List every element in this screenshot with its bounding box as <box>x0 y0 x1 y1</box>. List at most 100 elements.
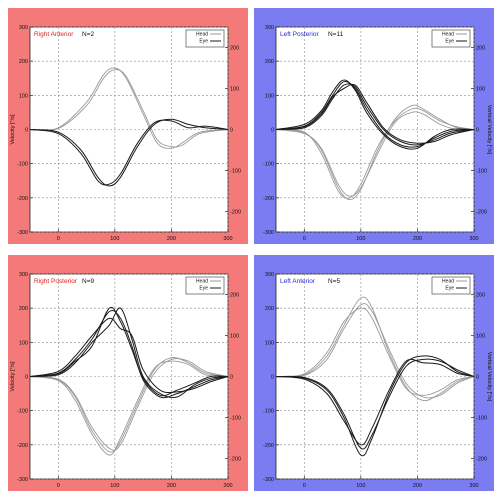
y-tick-label-left: 200 <box>19 306 28 312</box>
y-tick-label-right: 200 <box>476 293 485 299</box>
x-tick-label: 100 <box>110 236 119 242</box>
eye-trace-4 <box>30 309 228 399</box>
y-tick-label-right: 100 <box>230 87 239 93</box>
legend-entry: Eye <box>199 39 208 45</box>
y-tick-label-left: 300 <box>265 25 274 31</box>
x-tick-label: 0 <box>57 236 60 242</box>
y-tick-label-left: 100 <box>19 93 28 99</box>
y-tick-label-left: -100 <box>263 409 274 415</box>
y-tick-label-right: 100 <box>230 334 239 340</box>
head-trace-3 <box>276 307 474 396</box>
legend-entry: Eye <box>445 39 454 45</box>
x-tick-label: 300 <box>469 483 478 489</box>
legend-entry: Head <box>442 32 454 38</box>
legend-entry: Head <box>442 279 454 285</box>
y-tick-label-right: -200 <box>476 210 487 216</box>
eye-trace-3 <box>30 118 228 187</box>
traces <box>276 296 474 457</box>
x-tick-label: 200 <box>167 236 176 242</box>
y-tick-label-right: 100 <box>476 334 485 340</box>
x-tick-label: 200 <box>167 483 176 489</box>
chart-panel-2: 0 100 200 300 300 200 100 0 -100 -200 -300 200 100 0 -… <box>254 8 494 244</box>
traces <box>30 67 228 187</box>
y-tick-label-left: 0 <box>271 128 274 134</box>
y-tick-label-left: 200 <box>19 59 28 65</box>
eye-trace-5 <box>276 358 474 450</box>
y-tick-label-left: -300 <box>263 230 274 236</box>
head-trace-2 <box>30 69 228 148</box>
traces <box>276 79 474 200</box>
legend-entry: Eye <box>445 286 454 292</box>
y-axis-label-left: Velocity [°/s] <box>10 114 16 144</box>
y-tick-label-right: 0 <box>476 128 479 134</box>
y-tick-label-right: -100 <box>476 416 487 422</box>
y-tick-label-right: 0 <box>230 375 233 381</box>
y-tick-label-left: -200 <box>263 443 274 449</box>
chart-title: Right Posterior <box>34 278 78 285</box>
eye-trace-6 <box>276 79 474 150</box>
y-tick-label-right: 100 <box>476 87 485 93</box>
y-tick-label-left: -200 <box>263 196 274 202</box>
chart-panel-1: 0 100 200 300 300 200 100 0 -100 -200 -300 200 100 0 -… <box>8 8 248 244</box>
sample-count: N=2 <box>82 31 94 38</box>
x-tick-label: 100 <box>356 236 365 242</box>
sample-count: N=9 <box>82 278 94 285</box>
y-axis-label-right: Vertical Velocity [°/s] <box>486 105 492 155</box>
sample-count: N=11 <box>328 31 344 38</box>
x-tick-label: 100 <box>110 483 119 489</box>
legend-entry: Head <box>196 279 208 285</box>
y-tick-label-right: 200 <box>476 46 485 52</box>
head-trace-1 <box>30 357 228 453</box>
y-tick-label-right: -200 <box>476 457 487 463</box>
y-tick-label-left: 200 <box>265 59 274 65</box>
y-tick-label-right: -100 <box>230 169 241 175</box>
eye-trace-7 <box>30 306 228 397</box>
y-tick-label-right: -100 <box>230 416 241 422</box>
y-tick-label-left: 300 <box>19 272 28 278</box>
y-tick-label-right: 0 <box>476 375 479 381</box>
head-trace-2 <box>30 358 228 451</box>
head-trace-1 <box>276 104 474 200</box>
y-tick-label-left: 0 <box>25 128 28 134</box>
y-tick-label-right: -200 <box>230 210 241 216</box>
x-tick-label: 300 <box>223 236 232 242</box>
y-tick-label-left: 300 <box>265 272 274 278</box>
chart-title: Right Anterior <box>34 31 74 38</box>
y-tick-label-right: -200 <box>230 457 241 463</box>
y-tick-label-left: 100 <box>265 93 274 99</box>
x-tick-label: 0 <box>303 483 306 489</box>
y-tick-label-right: -100 <box>476 169 487 175</box>
head-trace-1 <box>30 67 228 149</box>
chart-title: Left Anterior <box>280 278 316 285</box>
head-trace-3 <box>276 111 474 197</box>
y-tick-label-left: 200 <box>265 306 274 312</box>
x-tick-label: 200 <box>413 236 422 242</box>
eye-trace-5 <box>30 307 228 399</box>
y-tick-label-left: -300 <box>17 477 28 483</box>
y-tick-label-left: 300 <box>19 25 28 31</box>
y-tick-label-left: -100 <box>263 162 274 168</box>
y-tick-label-left: 100 <box>265 340 274 346</box>
y-tick-label-left: -300 <box>263 477 274 483</box>
y-tick-label-left: 100 <box>19 340 28 346</box>
y-tick-label-left: -200 <box>17 196 28 202</box>
eye-trace-7 <box>276 83 474 144</box>
y-tick-label-right: 200 <box>230 293 239 299</box>
y-tick-label-left: -100 <box>17 409 28 415</box>
y-tick-label-left: 0 <box>271 375 274 381</box>
y-tick-label-left: -300 <box>17 230 28 236</box>
y-tick-label-right: 200 <box>230 46 239 52</box>
head-trace-3 <box>30 360 228 456</box>
head-trace-2 <box>276 107 474 199</box>
eye-trace-6 <box>276 358 474 446</box>
head-trace-2 <box>276 303 474 399</box>
y-axis-label-right: Vertical Velocity [°/s] <box>486 352 492 402</box>
x-tick-label: 0 <box>57 483 60 489</box>
y-axis-label-left: Velocity [°/s] <box>10 361 16 391</box>
sample-count: N=5 <box>328 278 340 285</box>
eye-trace-5 <box>276 83 474 146</box>
chart-panel-4: 0 100 200 300 300 200 100 0 -100 -200 -300 200 100 0 -… <box>254 255 494 491</box>
